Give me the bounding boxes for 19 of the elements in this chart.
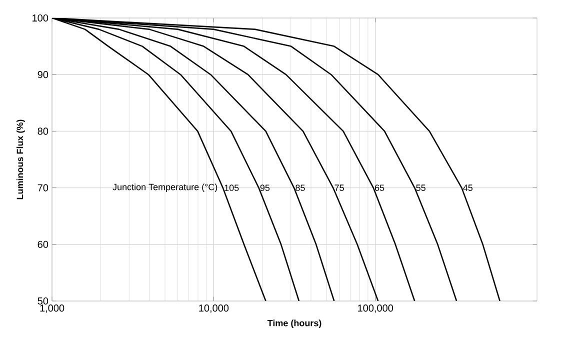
y-axis-title: Luminous Flux (%) xyxy=(16,120,25,200)
y-tick-label: 100 xyxy=(32,14,48,22)
y-tick-label: 80 xyxy=(38,128,48,135)
series-label: 105 xyxy=(224,184,239,191)
series-label: 65 xyxy=(375,184,384,191)
y-tick-label: 50 xyxy=(38,297,48,305)
series-label: 45 xyxy=(463,184,472,191)
x-axis-title: Time (hours) xyxy=(267,320,322,328)
annotation: Junction Temperature (°C) xyxy=(112,184,218,192)
x-tick-label: 1,000 xyxy=(40,304,64,313)
y-tick-label: 60 xyxy=(38,240,48,248)
y-tick-label: 70 xyxy=(38,184,48,192)
y-tick-label: 90 xyxy=(38,71,48,78)
series-label: 55 xyxy=(416,184,426,191)
series-label: 95 xyxy=(260,184,270,191)
x-tick-label: 100,000 xyxy=(358,304,394,313)
x-tick-label: 10,000 xyxy=(199,304,229,313)
series-label: 75 xyxy=(334,184,344,191)
series-label: 85 xyxy=(296,184,305,191)
